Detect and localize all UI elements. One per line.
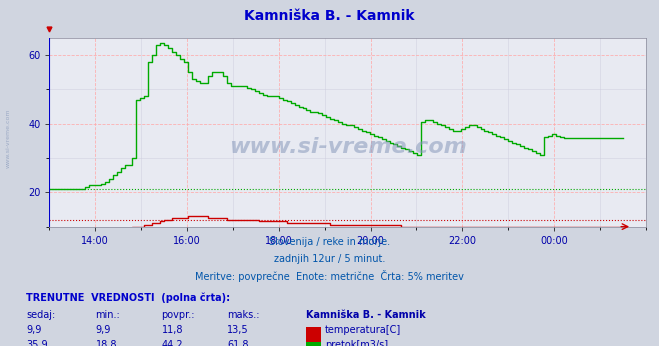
Text: min.:: min.:	[96, 310, 121, 320]
Text: 18,8: 18,8	[96, 340, 117, 346]
Text: www.si-vreme.com: www.si-vreme.com	[5, 109, 11, 168]
Text: 11,8: 11,8	[161, 325, 183, 335]
Text: zadnjih 12ur / 5 minut.: zadnjih 12ur / 5 minut.	[273, 254, 386, 264]
Text: 61,8: 61,8	[227, 340, 249, 346]
Text: Meritve: povprečne  Enote: metrične  Črta: 5% meritev: Meritve: povprečne Enote: metrične Črta:…	[195, 270, 464, 282]
Text: sedaj:: sedaj:	[26, 310, 55, 320]
Text: povpr.:: povpr.:	[161, 310, 195, 320]
Text: 9,9: 9,9	[26, 325, 42, 335]
Text: www.si-vreme.com: www.si-vreme.com	[229, 137, 467, 157]
Text: temperatura[C]: temperatura[C]	[325, 325, 401, 335]
Text: 9,9: 9,9	[96, 325, 111, 335]
Text: pretok[m3/s]: pretok[m3/s]	[325, 340, 388, 346]
Text: Kamniška B. - Kamnik: Kamniška B. - Kamnik	[244, 9, 415, 22]
Text: Slovenija / reke in morje.: Slovenija / reke in morje.	[269, 237, 390, 247]
Text: 44,2: 44,2	[161, 340, 183, 346]
Text: 13,5: 13,5	[227, 325, 249, 335]
Text: 35,9: 35,9	[26, 340, 48, 346]
Text: Kamniška B. - Kamnik: Kamniška B. - Kamnik	[306, 310, 426, 320]
Text: TRENUTNE  VREDNOSTI  (polna črta):: TRENUTNE VREDNOSTI (polna črta):	[26, 292, 231, 303]
Text: maks.:: maks.:	[227, 310, 260, 320]
